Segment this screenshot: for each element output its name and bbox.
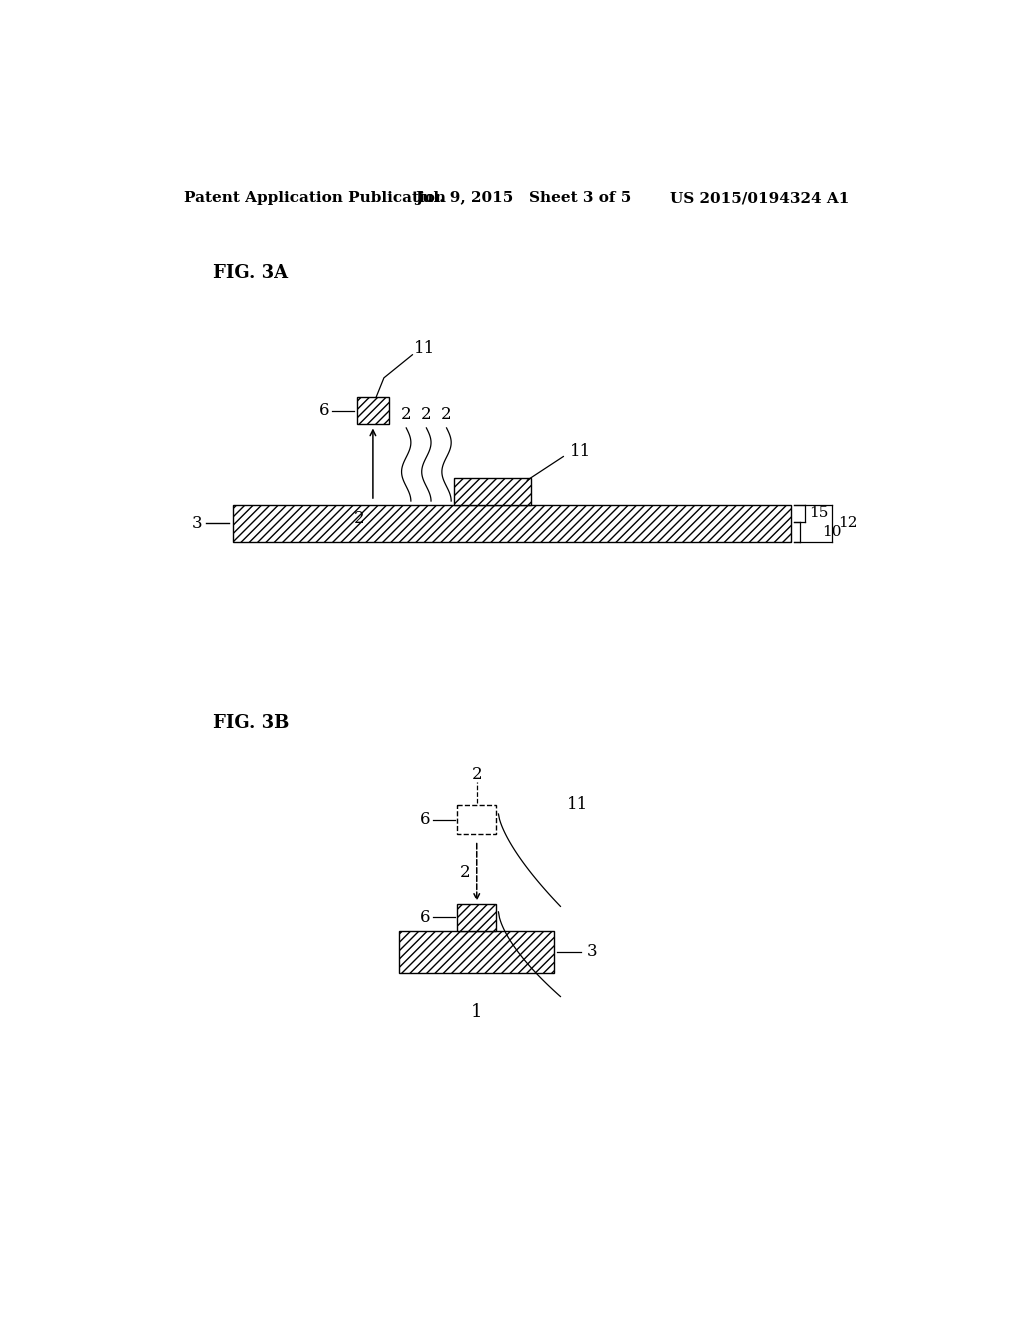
Text: 11: 11	[569, 442, 591, 459]
Text: Jul. 9, 2015   Sheet 3 of 5: Jul. 9, 2015 Sheet 3 of 5	[415, 191, 631, 206]
Text: 11: 11	[414, 341, 435, 358]
Text: 2: 2	[441, 405, 452, 422]
Text: US 2015/0194324 A1: US 2015/0194324 A1	[671, 191, 850, 206]
Bar	[458, 805, 496, 834]
Bar	[356, 397, 389, 424]
Text: FIG. 3A: FIG. 3A	[213, 264, 289, 281]
Text: 15: 15	[809, 506, 828, 520]
Bar	[454, 478, 531, 506]
Bar	[399, 931, 554, 973]
Text: 3: 3	[587, 944, 597, 961]
Text: 1: 1	[471, 1003, 482, 1020]
Text: Patent Application Publication: Patent Application Publication	[183, 191, 445, 206]
Text: 2: 2	[460, 863, 470, 880]
Text: FIG. 3B: FIG. 3B	[213, 714, 290, 733]
Text: 10: 10	[821, 524, 841, 539]
Text: 3: 3	[191, 515, 203, 532]
Text: 2: 2	[401, 405, 412, 422]
Text: 12: 12	[838, 516, 857, 531]
Text: 11: 11	[566, 796, 588, 813]
Text: 6: 6	[318, 403, 330, 418]
Bar	[458, 904, 496, 931]
Text: 6: 6	[420, 908, 430, 925]
Text: 2: 2	[471, 766, 482, 783]
Text: 6: 6	[420, 812, 430, 829]
Text: 2: 2	[421, 405, 432, 422]
Text: 2: 2	[353, 511, 365, 527]
Bar	[232, 506, 791, 543]
